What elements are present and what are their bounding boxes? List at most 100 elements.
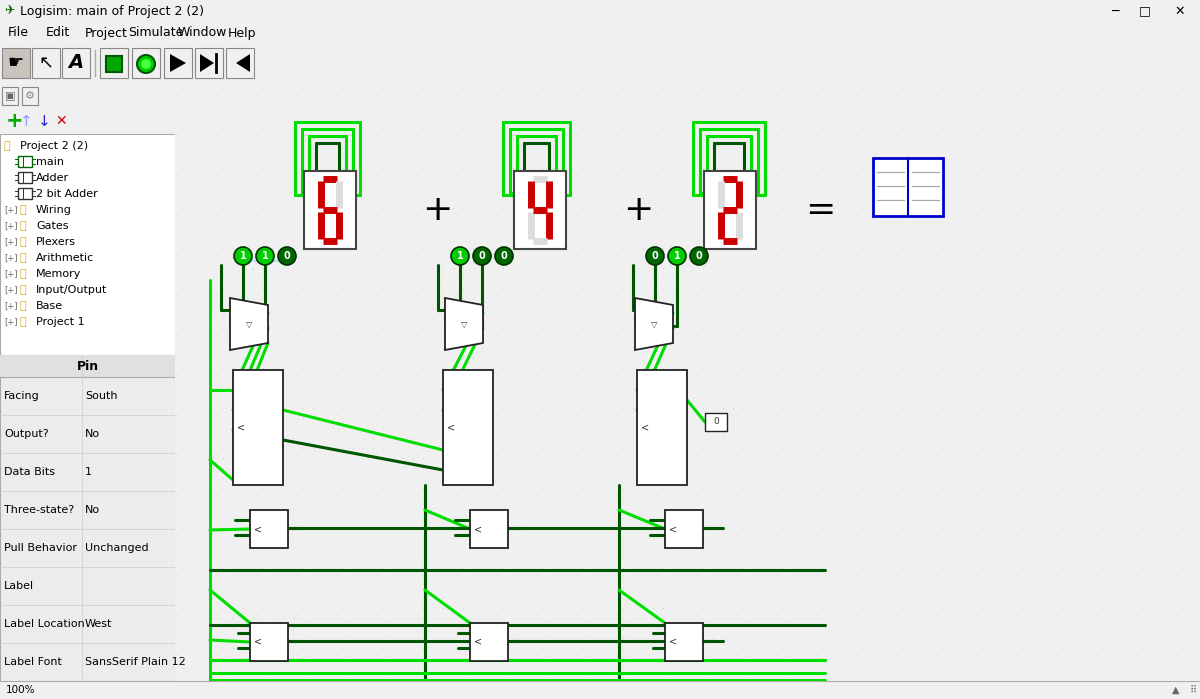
Point	[864, 563, 883, 574]
Point	[733, 473, 752, 484]
Point	[984, 173, 1003, 184]
Point	[1093, 442, 1112, 454]
Point	[924, 663, 943, 674]
Point	[193, 433, 212, 444]
Point	[463, 663, 482, 674]
Point	[594, 412, 613, 424]
Point	[1123, 512, 1142, 524]
Point	[173, 412, 192, 424]
Point	[713, 603, 732, 614]
Point	[253, 303, 272, 314]
Point	[913, 442, 932, 454]
Point	[473, 222, 493, 233]
Point	[1074, 182, 1093, 194]
Point	[784, 122, 803, 134]
Point	[413, 403, 433, 414]
Point	[984, 522, 1003, 533]
Point	[733, 282, 752, 294]
Point	[1183, 463, 1200, 474]
Point	[634, 612, 653, 624]
Point	[1003, 292, 1022, 303]
Point	[1063, 243, 1082, 254]
Point	[354, 503, 373, 514]
Point	[553, 132, 572, 143]
Point	[283, 642, 302, 654]
Point	[204, 622, 223, 633]
Point	[463, 322, 482, 333]
Point	[384, 442, 403, 454]
Point	[413, 243, 433, 254]
Point	[673, 373, 692, 384]
Point	[774, 92, 793, 103]
Point	[613, 182, 632, 194]
Point	[733, 603, 752, 614]
Point	[1153, 392, 1172, 403]
Point	[724, 522, 743, 533]
Point	[1123, 282, 1142, 294]
Point	[1144, 132, 1163, 143]
Point	[673, 82, 692, 94]
Point	[1033, 563, 1052, 574]
Point	[274, 333, 293, 344]
Point	[1133, 282, 1152, 294]
Point	[293, 412, 312, 424]
Point	[1074, 633, 1093, 644]
Point	[1024, 392, 1043, 403]
Point	[643, 143, 662, 154]
Point	[913, 143, 932, 154]
Point	[784, 433, 803, 444]
Point	[893, 92, 913, 103]
Point	[564, 412, 583, 424]
Point	[173, 262, 192, 273]
Point	[1104, 403, 1123, 414]
Point	[883, 182, 902, 194]
Point	[904, 663, 923, 674]
Point	[283, 482, 302, 493]
Point	[924, 403, 943, 414]
Point	[193, 203, 212, 214]
Point	[604, 282, 623, 294]
Point	[833, 663, 852, 674]
Point	[244, 173, 263, 184]
Point	[673, 162, 692, 173]
Point	[634, 412, 653, 424]
Text: 2 bit Adder: 2 bit Adder	[36, 189, 97, 199]
Point	[373, 222, 392, 233]
Point	[544, 563, 563, 574]
Point	[293, 612, 312, 624]
Point	[684, 403, 703, 414]
Point	[1114, 103, 1133, 114]
Point	[844, 252, 863, 264]
Point	[1003, 103, 1022, 114]
Point	[1114, 452, 1133, 463]
Point	[1024, 542, 1043, 554]
Point	[204, 322, 223, 333]
Point	[233, 132, 253, 143]
Point	[634, 452, 653, 463]
Point	[1063, 412, 1082, 424]
Point	[864, 162, 883, 173]
Point	[1123, 582, 1142, 593]
Point	[504, 182, 523, 194]
Point	[223, 563, 242, 574]
Point	[1104, 343, 1123, 354]
Point	[493, 542, 512, 554]
Point	[223, 373, 242, 384]
Point	[544, 382, 563, 394]
Point	[283, 203, 302, 214]
Point	[204, 512, 223, 524]
Point	[754, 152, 773, 164]
Point	[1093, 243, 1112, 254]
Point	[454, 563, 473, 574]
Point	[533, 503, 552, 514]
Point	[574, 92, 593, 103]
Point	[664, 612, 683, 624]
Point	[403, 503, 422, 514]
Point	[244, 152, 263, 164]
Point	[973, 542, 992, 554]
Point	[313, 412, 332, 424]
Point	[1144, 282, 1163, 294]
Point	[1123, 292, 1142, 303]
Point	[1104, 162, 1123, 173]
Point	[574, 182, 593, 194]
